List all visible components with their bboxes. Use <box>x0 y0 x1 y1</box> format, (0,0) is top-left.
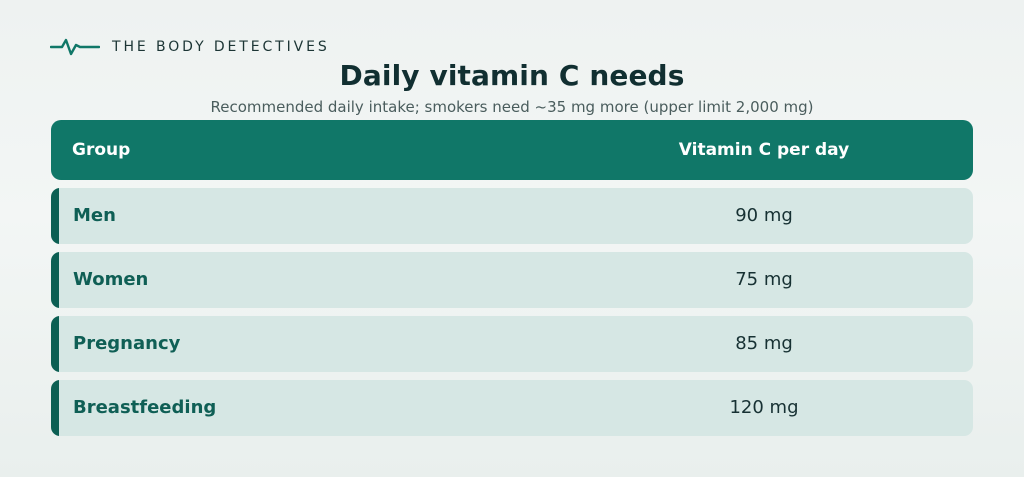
table-row: Men 90 mg <box>51 188 973 244</box>
page-title: Daily vitamin C needs <box>339 59 685 92</box>
heartbeat-line-icon <box>50 38 100 56</box>
table-row: Pregnancy 85 mg <box>51 316 973 372</box>
vitamin-c-cell: 85 mg <box>735 333 793 354</box>
vitamin-c-cell: 120 mg <box>729 397 799 418</box>
row-accent-bar <box>51 380 59 436</box>
brand: THE BODY DETECTIVES <box>50 35 330 59</box>
row-accent-bar <box>51 188 59 244</box>
group-cell: Breastfeeding <box>73 397 217 418</box>
table-header: Group Vitamin C per day <box>51 120 973 180</box>
table-row: Breastfeeding 120 mg <box>51 380 973 436</box>
vitamin-c-cell: 75 mg <box>735 269 793 290</box>
page-subtitle: Recommended daily intake; smokers need ~… <box>210 98 814 116</box>
row-accent-bar <box>51 252 59 308</box>
group-cell: Women <box>73 269 149 290</box>
table-row: Women 75 mg <box>51 252 973 308</box>
vitamin-c-cell: 90 mg <box>735 205 793 226</box>
column-header-group: Group <box>72 140 131 160</box>
group-cell: Pregnancy <box>73 333 181 354</box>
vitamin-c-table: Group Vitamin C per day Men 90 mg Women … <box>51 120 973 444</box>
group-cell: Men <box>73 205 116 226</box>
column-header-vitamin-c: Vitamin C per day <box>678 140 850 160</box>
brand-name: THE BODY DETECTIVES <box>112 39 330 55</box>
row-accent-bar <box>51 316 59 372</box>
